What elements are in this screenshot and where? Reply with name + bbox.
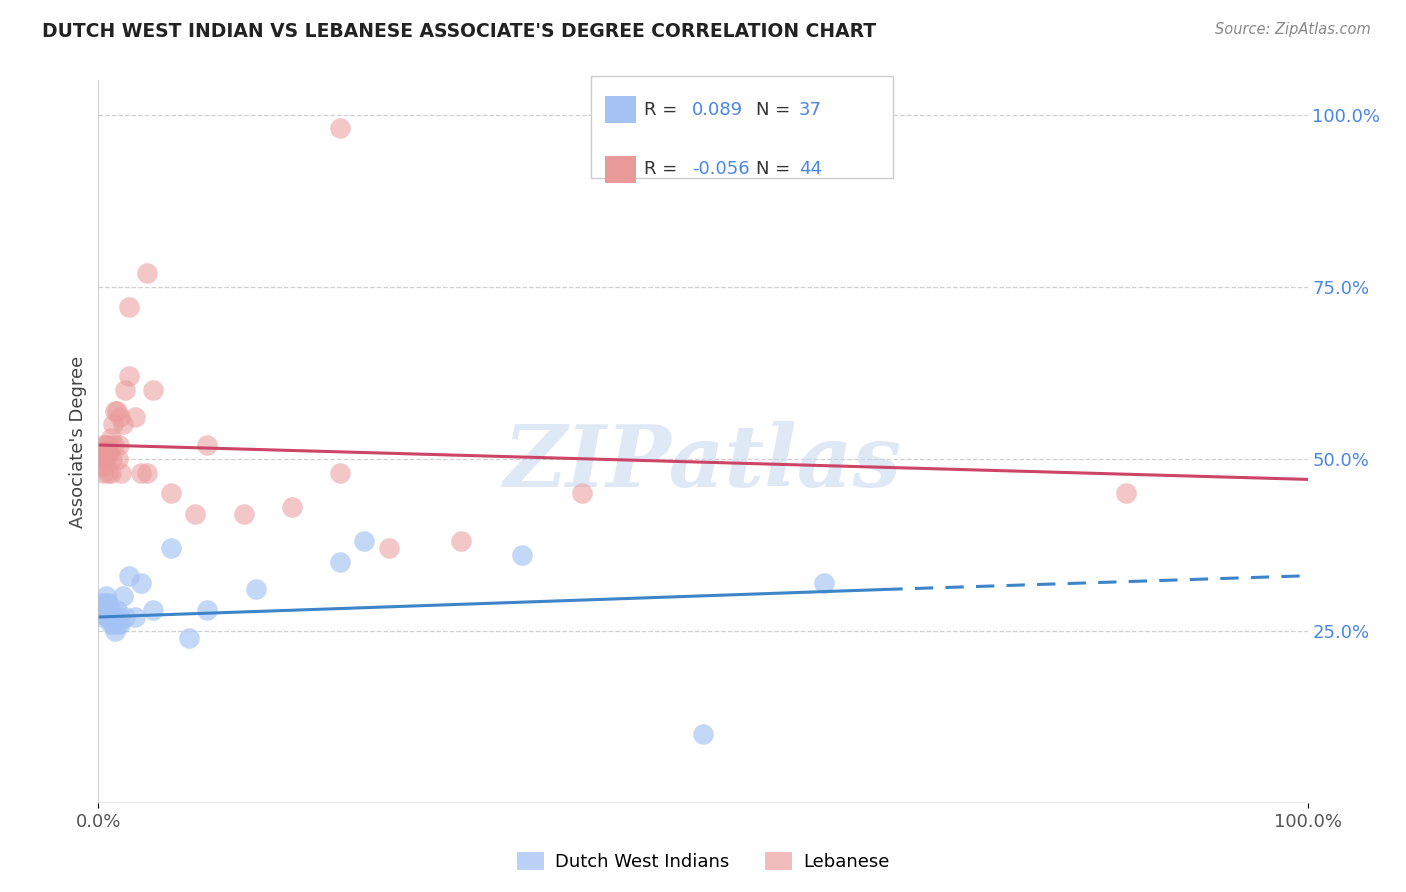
Point xyxy=(91,466,114,480)
Point xyxy=(510,548,533,562)
Text: Source: ZipAtlas.com: Source: ZipAtlas.com xyxy=(1215,22,1371,37)
Point xyxy=(114,383,136,397)
Point xyxy=(571,486,593,500)
Point xyxy=(93,603,115,617)
Point xyxy=(98,603,121,617)
Point xyxy=(108,438,131,452)
Text: 44: 44 xyxy=(799,161,821,178)
Point xyxy=(142,603,165,617)
Point xyxy=(108,616,131,631)
Point xyxy=(90,596,112,610)
Point xyxy=(91,445,114,459)
Point xyxy=(232,507,254,521)
Text: R =: R = xyxy=(644,101,683,119)
Point xyxy=(89,451,111,466)
Point xyxy=(97,610,120,624)
Point xyxy=(100,466,122,480)
Point xyxy=(91,603,114,617)
Point xyxy=(100,616,122,631)
Point xyxy=(135,466,157,480)
Point xyxy=(329,555,352,569)
Point xyxy=(124,610,146,624)
Point xyxy=(93,451,115,466)
Point xyxy=(101,616,124,631)
Point xyxy=(100,610,122,624)
Point xyxy=(281,500,304,514)
Point xyxy=(98,610,121,624)
Point xyxy=(160,541,183,556)
Point xyxy=(813,575,835,590)
Point xyxy=(101,417,124,432)
Text: N =: N = xyxy=(756,101,796,119)
Point xyxy=(692,727,714,741)
Point xyxy=(245,582,267,597)
Point xyxy=(108,610,131,624)
Point xyxy=(94,596,117,610)
Point xyxy=(377,541,399,556)
Text: DUTCH WEST INDIAN VS LEBANESE ASSOCIATE'S DEGREE CORRELATION CHART: DUTCH WEST INDIAN VS LEBANESE ASSOCIATE'… xyxy=(42,22,876,41)
Point xyxy=(97,596,120,610)
Point xyxy=(98,445,121,459)
Point xyxy=(195,438,218,452)
Point xyxy=(329,466,352,480)
Point xyxy=(111,417,134,432)
Point xyxy=(90,458,112,473)
Text: 37: 37 xyxy=(799,101,821,119)
Point xyxy=(195,603,218,617)
Point xyxy=(1115,486,1137,500)
Point xyxy=(96,451,118,466)
Point xyxy=(94,590,117,604)
Point xyxy=(129,575,152,590)
Y-axis label: Associate's Degree: Associate's Degree xyxy=(69,355,87,528)
Point xyxy=(111,590,134,604)
Point xyxy=(179,631,201,645)
Point xyxy=(97,438,120,452)
Point xyxy=(107,616,129,631)
Point xyxy=(100,431,122,445)
Text: ZIPatlas: ZIPatlas xyxy=(503,421,903,505)
Point xyxy=(91,438,114,452)
Point xyxy=(450,534,472,549)
Text: 0.089: 0.089 xyxy=(692,101,742,119)
Text: R =: R = xyxy=(644,161,683,178)
Point xyxy=(100,451,122,466)
Point xyxy=(91,610,114,624)
Point xyxy=(142,383,165,397)
Point xyxy=(118,301,141,315)
Point xyxy=(94,438,117,452)
Point xyxy=(160,486,183,500)
Point xyxy=(124,410,146,425)
Point xyxy=(135,266,157,280)
Point xyxy=(104,624,127,638)
Point xyxy=(184,507,207,521)
Point xyxy=(353,534,375,549)
Point xyxy=(103,438,125,452)
Point xyxy=(118,369,141,384)
Point xyxy=(103,610,125,624)
Point xyxy=(110,466,132,480)
Text: -0.056: -0.056 xyxy=(692,161,749,178)
Point xyxy=(93,458,115,473)
Point xyxy=(96,445,118,459)
Point xyxy=(105,603,128,617)
Text: N =: N = xyxy=(756,161,796,178)
Point xyxy=(105,403,128,417)
Point xyxy=(329,121,352,136)
Point xyxy=(114,610,136,624)
Point xyxy=(108,410,131,425)
Point xyxy=(118,568,141,582)
Point xyxy=(96,610,118,624)
Point xyxy=(96,603,118,617)
Point xyxy=(100,603,122,617)
Point xyxy=(104,403,127,417)
Point xyxy=(107,451,129,466)
Point xyxy=(129,466,152,480)
Point xyxy=(97,466,120,480)
Legend: Dutch West Indians, Lebanese: Dutch West Indians, Lebanese xyxy=(509,845,897,879)
